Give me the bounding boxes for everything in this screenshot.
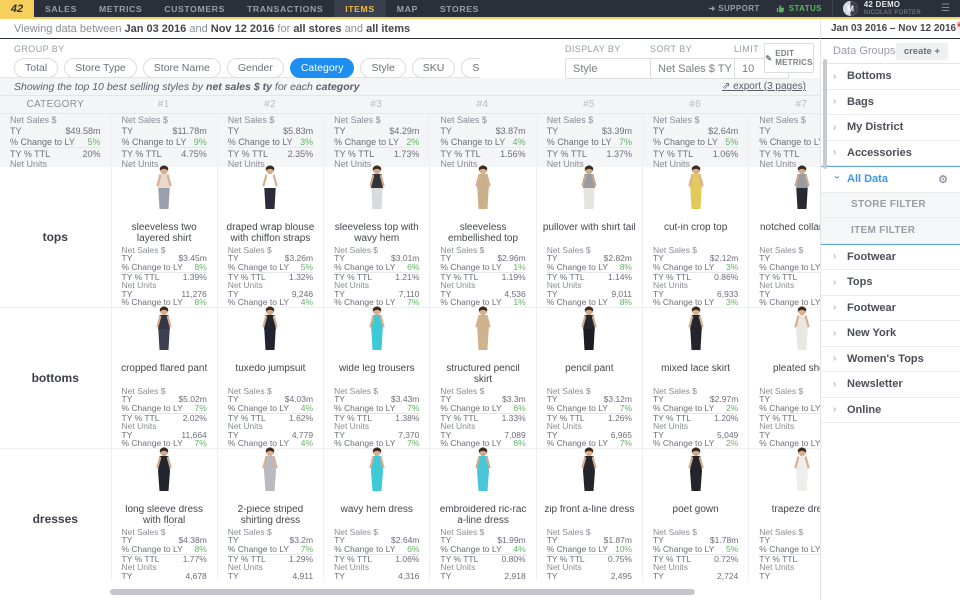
- svg-text:M: M: [847, 5, 854, 14]
